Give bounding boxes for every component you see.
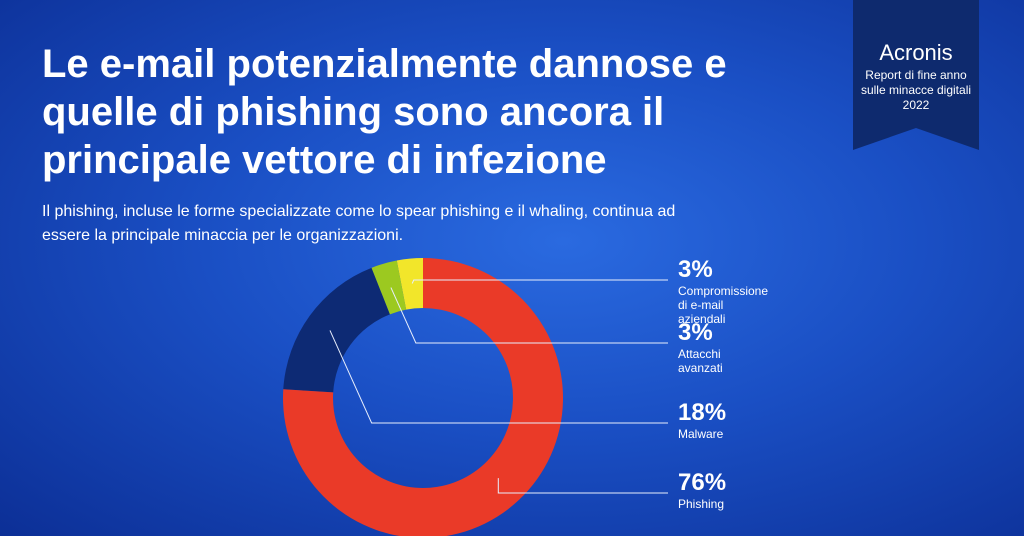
label: 3% Compromissione di e-mail aziendali [678, 256, 798, 326]
value-label: 18% [678, 399, 727, 426]
value-label: 3% [678, 256, 713, 283]
label: 76% Phishing [678, 469, 798, 511]
value-label: 76% [678, 469, 727, 496]
leader-line [411, 279, 668, 284]
label: 18% Malware [678, 399, 798, 441]
value-label: 3% [678, 319, 713, 346]
brand: Acronis [879, 40, 953, 65]
subtitle: Il phishing, incluse le forme specializz… [42, 203, 676, 244]
category-label: Compromissione di e-mail aziendali [678, 284, 769, 326]
category-label: Attacchi avanzati [678, 347, 723, 375]
donut-segment [371, 260, 407, 315]
badge [853, 0, 979, 150]
donut-segment [283, 267, 390, 393]
title: Le e-mail potenzialmente dannose e quell… [42, 42, 727, 182]
donut-segment [396, 258, 423, 310]
category-label: Phishing [678, 497, 725, 511]
category-label: Malware [678, 427, 724, 441]
leader-line [329, 330, 668, 424]
report: Report di fine anno sulle minacce digita… [860, 68, 972, 112]
leader-line [497, 478, 668, 494]
donut-segment [283, 258, 563, 536]
leader-line [390, 287, 668, 344]
label: 3% Attacchi avanzati [678, 319, 798, 375]
